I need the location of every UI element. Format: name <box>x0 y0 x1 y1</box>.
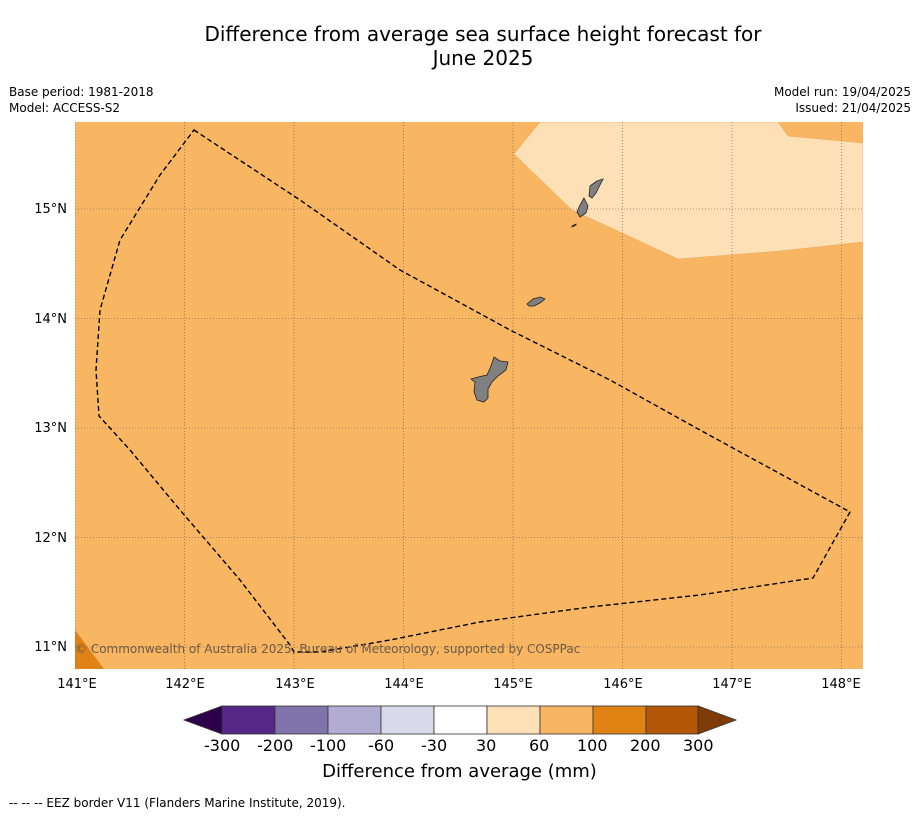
chart-title: Difference from average sea surface heig… <box>0 22 919 70</box>
meta-left: Base period: 1981-2018 Model: ACCESS-S2 <box>9 84 154 116</box>
lon-label: 145°E <box>493 677 533 692</box>
lat-label: 12°N <box>34 531 67 546</box>
eez-border <box>95 129 851 653</box>
copyright-text: © Commonwealth of Australia 2025, Bureau… <box>75 642 580 656</box>
colorbar-segment <box>380 705 435 735</box>
base-period: Base period: 1981-2018 <box>9 85 154 99</box>
lon-label: 142°E <box>165 677 205 692</box>
island-aguijan <box>571 223 577 228</box>
model-run: Model run: 19/04/2025 <box>773 85 911 99</box>
island-guam <box>470 356 509 403</box>
colorbar-segment <box>274 705 329 735</box>
issued-date: Issued: 21/04/2025 <box>795 101 911 115</box>
lat-label: 14°N <box>34 312 67 327</box>
title-line-1: Difference from average sea surface heig… <box>204 22 762 46</box>
lon-label: 143°E <box>275 677 315 692</box>
map-area: © Commonwealth of Australia 2025, Bureau… <box>75 122 863 669</box>
colorbar-tick-label: 200 <box>630 736 661 755</box>
lon-label: 148°E <box>821 677 861 692</box>
lon-label: 147°E <box>712 677 752 692</box>
island-saipan <box>588 178 604 199</box>
colorbar-segment <box>221 705 276 735</box>
colorbar-tick-label: -60 <box>368 736 395 755</box>
colorbar-segment <box>433 705 488 735</box>
colorbar-segment <box>486 705 541 735</box>
lon-label: 144°E <box>384 677 424 692</box>
lat-label: 13°N <box>34 421 67 436</box>
gridlines <box>75 122 863 669</box>
lon-label: 141°E <box>57 677 97 692</box>
eez-legend-note: -- -- -- EEZ border V11 (Flanders Marine… <box>9 796 346 810</box>
colorbar-min-extension <box>182 705 223 735</box>
colorbar-tick-label: -30 <box>421 736 448 755</box>
colorbar-tick-label: -300 <box>204 736 241 755</box>
lon-tick-labels: 141°E 142°E 143°E 144°E 145°E 146°E 147°… <box>57 677 861 692</box>
colorbar-max-extension <box>697 705 738 735</box>
islands <box>470 178 604 403</box>
lat-label: 11°N <box>34 640 67 655</box>
lon-label: 146°E <box>603 677 643 692</box>
meta-right: Model run: 19/04/2025 Issued: 21/04/2025 <box>774 84 911 116</box>
colorbar-tick-label: -100 <box>310 736 347 755</box>
colorbar <box>182 705 738 735</box>
title-line-2: June 2025 <box>432 46 534 70</box>
colorbar-segment <box>539 705 594 735</box>
colorbar-tick-label: 60 <box>529 736 550 755</box>
lat-tick-labels: 15°N 14°N 13°N 12°N 11°N <box>34 202 67 655</box>
colorbar-segment <box>327 705 382 735</box>
colorbar-tick-label: 300 <box>683 736 714 755</box>
model-name: Model: ACCESS-S2 <box>9 101 121 115</box>
colorbar-label: Difference from average (mm) <box>322 761 597 782</box>
lat-label: 15°N <box>34 202 67 217</box>
island-tinian <box>576 197 589 218</box>
colorbar-tick-label: -200 <box>257 736 294 755</box>
colorbar-tick-label: 100 <box>577 736 608 755</box>
island-rota <box>526 296 546 307</box>
colorbar-segment <box>592 705 647 735</box>
dark-anomaly-region <box>75 630 104 669</box>
colorbar-segment <box>645 705 699 735</box>
light-anomaly-region <box>513 122 863 260</box>
colorbar-tick-label: 30 <box>476 736 497 755</box>
